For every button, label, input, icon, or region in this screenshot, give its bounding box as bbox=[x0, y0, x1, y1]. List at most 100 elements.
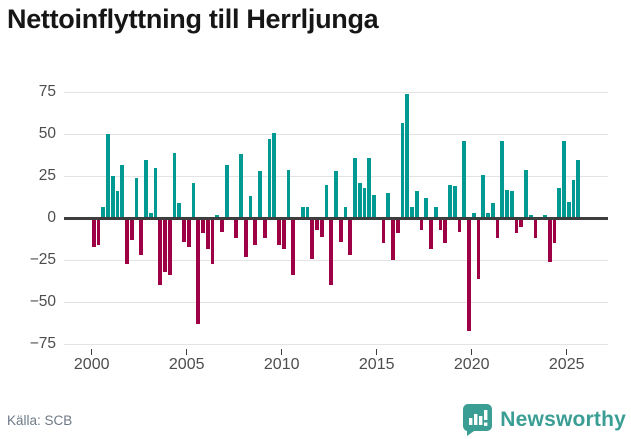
bar bbox=[277, 218, 281, 246]
bar bbox=[177, 203, 182, 219]
bar bbox=[414, 191, 419, 219]
bar bbox=[372, 194, 376, 219]
bar bbox=[239, 154, 243, 219]
bar bbox=[215, 214, 220, 219]
bar bbox=[362, 188, 367, 219]
source-label: Källa: SCB bbox=[7, 413, 73, 428]
x-tick-label: 2020 bbox=[453, 356, 490, 373]
bar bbox=[172, 152, 177, 219]
bar bbox=[543, 214, 547, 219]
bar-chart-plot: 75 50 25 0 −25 −50 −75 2000 2005 2010 2015 2020 202… bbox=[0, 82, 631, 380]
bar bbox=[158, 218, 163, 286]
bar bbox=[381, 218, 386, 244]
x-tick-mark bbox=[565, 349, 568, 355]
bar bbox=[505, 189, 509, 219]
gridline bbox=[64, 259, 608, 262]
bar bbox=[343, 206, 348, 219]
y-tick-label: 75 bbox=[38, 82, 56, 100]
bar bbox=[476, 218, 481, 279]
bar bbox=[419, 218, 424, 231]
bar bbox=[338, 218, 343, 242]
bar bbox=[509, 191, 514, 219]
bar bbox=[153, 167, 158, 219]
bar bbox=[457, 218, 462, 232]
bar bbox=[144, 159, 148, 219]
bar bbox=[329, 218, 334, 286]
bar bbox=[367, 157, 372, 219]
bar bbox=[547, 218, 552, 262]
y-tick-label: −50 bbox=[29, 292, 56, 310]
bar bbox=[353, 157, 357, 219]
bar bbox=[163, 218, 167, 273]
bar bbox=[262, 218, 267, 239]
bar bbox=[315, 218, 319, 231]
y-tick-label: −25 bbox=[29, 250, 56, 268]
bar bbox=[562, 141, 566, 219]
bar bbox=[334, 171, 338, 219]
bar bbox=[182, 218, 186, 242]
bar bbox=[167, 218, 172, 276]
bar bbox=[125, 218, 129, 264]
bar bbox=[134, 177, 139, 219]
bar bbox=[253, 218, 258, 246]
newsworthy-icon bbox=[463, 404, 493, 436]
x-tick-label: 2010 bbox=[263, 356, 300, 373]
bar bbox=[433, 206, 438, 219]
bar bbox=[91, 218, 96, 247]
bar bbox=[462, 141, 467, 219]
bar bbox=[424, 198, 429, 219]
newsworthy-wordmark: Newsworthy bbox=[500, 407, 626, 431]
bar bbox=[139, 218, 144, 256]
bar bbox=[386, 193, 391, 219]
x-tick-label: 2000 bbox=[73, 356, 110, 373]
bar bbox=[481, 174, 486, 219]
bar bbox=[281, 218, 286, 249]
bar bbox=[357, 183, 362, 219]
bar bbox=[120, 164, 125, 219]
bar bbox=[467, 218, 471, 331]
newsworthy-logo[interactable]: Newsworthy bbox=[462, 403, 626, 436]
bar bbox=[220, 218, 224, 232]
bar bbox=[196, 218, 201, 325]
bar bbox=[148, 213, 153, 219]
bar bbox=[429, 218, 433, 249]
bar bbox=[438, 218, 443, 231]
bar bbox=[106, 134, 110, 219]
bar bbox=[101, 206, 106, 219]
bar bbox=[400, 122, 405, 219]
bar bbox=[448, 184, 452, 219]
bar bbox=[410, 206, 414, 219]
x-tick-mark bbox=[185, 349, 188, 355]
bar bbox=[533, 218, 538, 239]
bar bbox=[210, 218, 215, 264]
bar bbox=[452, 186, 457, 219]
bar bbox=[391, 218, 395, 261]
bar bbox=[395, 218, 400, 234]
bar bbox=[258, 171, 262, 219]
bar bbox=[186, 218, 191, 247]
bar bbox=[514, 218, 519, 234]
gridline bbox=[64, 133, 608, 136]
bar bbox=[286, 169, 291, 219]
y-tick-label: −75 bbox=[29, 334, 56, 352]
bar bbox=[528, 214, 533, 219]
bar bbox=[191, 183, 196, 219]
x-tick-label: 2025 bbox=[548, 356, 585, 373]
x-tick-label: 2015 bbox=[358, 356, 395, 373]
y-tick-label: 25 bbox=[38, 166, 56, 184]
bar bbox=[234, 218, 239, 239]
y-tick-label: 0 bbox=[47, 208, 56, 226]
x-tick-label: 2005 bbox=[168, 356, 205, 373]
bar bbox=[571, 179, 576, 219]
bar bbox=[524, 169, 528, 219]
gridline bbox=[64, 91, 608, 94]
bar bbox=[115, 191, 120, 219]
bar bbox=[96, 218, 101, 246]
bar bbox=[319, 218, 324, 237]
bar bbox=[224, 164, 229, 219]
bar bbox=[552, 218, 557, 244]
bar bbox=[110, 176, 115, 219]
bar bbox=[566, 201, 571, 219]
bar bbox=[305, 206, 310, 219]
bar bbox=[486, 213, 490, 219]
